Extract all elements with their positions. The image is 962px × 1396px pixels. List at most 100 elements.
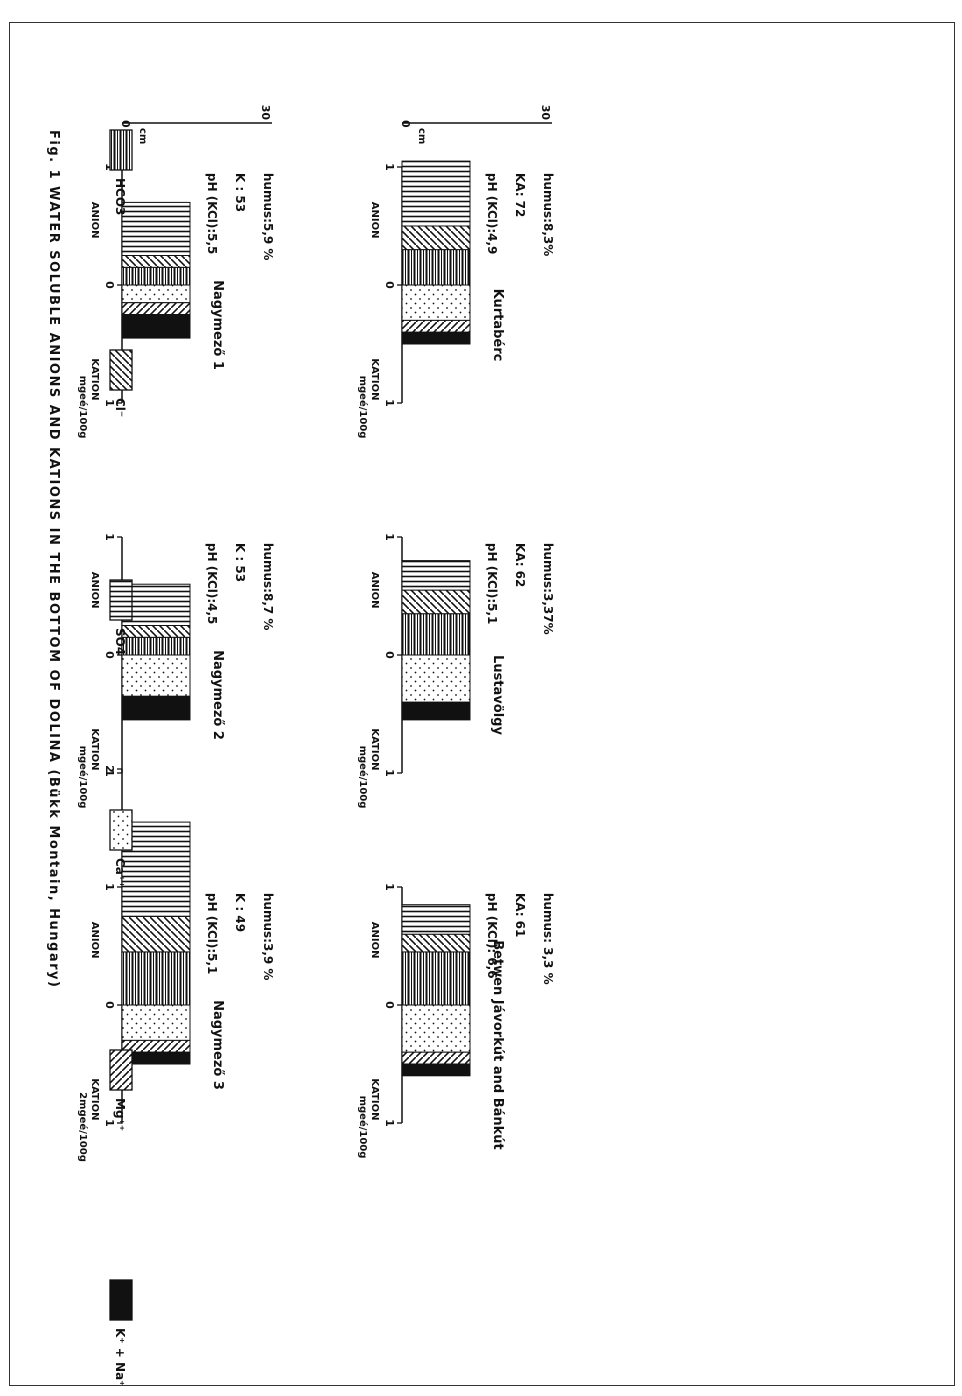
x-tick-label: 1 — [383, 163, 396, 171]
depth-tick-0-row2: 0 — [399, 120, 412, 128]
panel-title: Lustavölgy — [490, 655, 505, 735]
legend-item-cl: Cl⁻ — [109, 349, 133, 417]
kation-label: KATION — [89, 1078, 100, 1120]
x-tick-label: 0 — [383, 651, 396, 659]
x-tick-label: 1 — [103, 533, 116, 541]
depth-tick-30-row1: 30 — [259, 105, 272, 121]
legend-swatch — [109, 809, 133, 851]
bar-kation-kna — [401, 701, 471, 721]
soil-prop-2: KA: 61 — [513, 893, 527, 937]
legend-label: Ca⁺⁺ — [113, 858, 127, 888]
legend-swatch — [109, 129, 133, 171]
unit-label: 2mgeé/100g — [77, 1092, 89, 1162]
soil-prop-2: K : 53 — [233, 173, 247, 212]
legend-label: K⁺ + Na⁺ — [113, 1328, 127, 1387]
x-tick-label: 1 — [383, 769, 396, 777]
legend-label: SO4⁻⁻ — [113, 628, 127, 668]
bar-kation-kna — [121, 695, 191, 721]
soil-prop-3: humus:3,37% — [541, 543, 555, 635]
anion-label: ANION — [89, 922, 100, 959]
x-tick-label: 1 — [383, 399, 396, 407]
kation-label: KATION — [89, 728, 100, 770]
anion-label: ANION — [89, 572, 100, 609]
kation-label: KATION — [89, 358, 100, 400]
page-border — [9, 22, 955, 1386]
x-tick-label: 1 — [103, 769, 116, 777]
legend-swatch — [109, 579, 133, 621]
unit-label: mgeé/100g — [357, 1096, 369, 1159]
soil-prop-3: humus:8,3% — [541, 173, 555, 256]
legend-item-ca: Ca⁺⁺ — [109, 809, 133, 888]
unit-label: mgeé/100g — [77, 746, 89, 809]
depth-tick-30-row2: 30 — [539, 105, 552, 121]
legend-label: Mg⁺⁺ — [113, 1098, 127, 1131]
figure-caption: Fig. 1 WATER SOLUBLE ANIONS AND KATIONS … — [46, 130, 61, 988]
legend-swatch — [109, 349, 133, 391]
soil-prop-2: KA: 62 — [513, 543, 527, 587]
legend-label: HCO3⁻ — [113, 178, 127, 222]
panel-title: Betwen Jávorkút and Bánkút — [490, 940, 505, 1150]
anion-label: ANION — [369, 922, 380, 959]
panel-title: Nagymező 3 — [210, 1000, 225, 1090]
legend-label: Cl⁻ — [113, 398, 127, 417]
unit-label: mgeé/100g — [357, 746, 369, 809]
x-tick-label: 1 — [383, 533, 396, 541]
soil-prop-1: pH (KCl): 6,6 — [485, 893, 499, 979]
soil-prop-1: pH (KCl):4,5 — [205, 543, 219, 625]
anion-label: ANION — [369, 572, 380, 609]
kation-label: KATION — [369, 1078, 380, 1120]
bar-anion-so4 — [121, 201, 191, 256]
panel-title: Nagymező 1 — [210, 280, 225, 370]
x-tick-label: 0 — [103, 281, 116, 289]
x-tick-label: 1 — [103, 883, 116, 891]
x-tick-label: 1 — [383, 883, 396, 891]
legend-item-so4: SO4⁻⁻ — [109, 579, 133, 668]
soil-prop-2: K : 49 — [233, 893, 247, 932]
legend-item-hco3: HCO3⁻ — [109, 129, 133, 222]
soil-prop-2: K : 53 — [233, 543, 247, 582]
panel-6: Betwen Jávorkút and Bánkút 1 0 1 ANION KATION… — [357, 883, 555, 1158]
soil-prop-1: pH (KCl):5,1 — [485, 543, 499, 625]
x-tick-label: 0 — [103, 651, 116, 659]
unit-label: mgeé/100g — [357, 376, 369, 439]
soil-prop-3: humus:3,9 % — [261, 893, 275, 981]
x-tick-label: 1 — [103, 399, 116, 407]
soil-prop-1: pH (KCl):5,5 — [205, 173, 219, 255]
soil-prop-1: pH (KCl):5,1 — [205, 893, 219, 975]
x-tick-label: 0 — [103, 1001, 116, 1009]
legend-item-kna: K⁺ + Na⁺ — [109, 1279, 133, 1387]
panel-title: Kurtabérc — [490, 289, 505, 362]
soil-prop-3: humus: 3,3 % — [541, 893, 555, 985]
anion-label: ANION — [369, 202, 380, 239]
soil-prop-2: KA: 72 — [513, 173, 527, 217]
x-tick-label: 2 — [103, 765, 116, 773]
legend-swatch — [109, 1279, 133, 1321]
x-tick-label: 0 — [383, 281, 396, 289]
depth-axis-row2: cm 0 30 — [399, 105, 552, 144]
x-tick-label: 1 — [383, 1119, 396, 1127]
unit-label: mgeé/100g — [77, 376, 89, 439]
bar-kation-kna — [401, 331, 471, 345]
bar-anion-so4 — [401, 560, 471, 591]
kation-label: KATION — [369, 728, 380, 770]
bar-kation-kna — [401, 1063, 471, 1077]
anion-label: ANION — [89, 202, 100, 239]
legend-swatch — [109, 1049, 133, 1091]
kation-label: KATION — [369, 358, 380, 400]
bar-kation-kna — [121, 314, 191, 339]
depth-axis-row1: cm 0 30 — [119, 105, 272, 144]
legend-item-mg: Mg⁺⁺ — [109, 1049, 133, 1131]
bar-anion-so4 — [401, 160, 471, 227]
bar-anion-so4 — [121, 821, 191, 917]
depth-tick-0-row1: 0 — [119, 120, 132, 128]
depth-unit-label-row2: cm — [416, 128, 427, 144]
soil-prop-3: humus:5,9 % — [261, 173, 275, 261]
soil-prop-1: pH (KCl):4,9 — [485, 173, 499, 255]
